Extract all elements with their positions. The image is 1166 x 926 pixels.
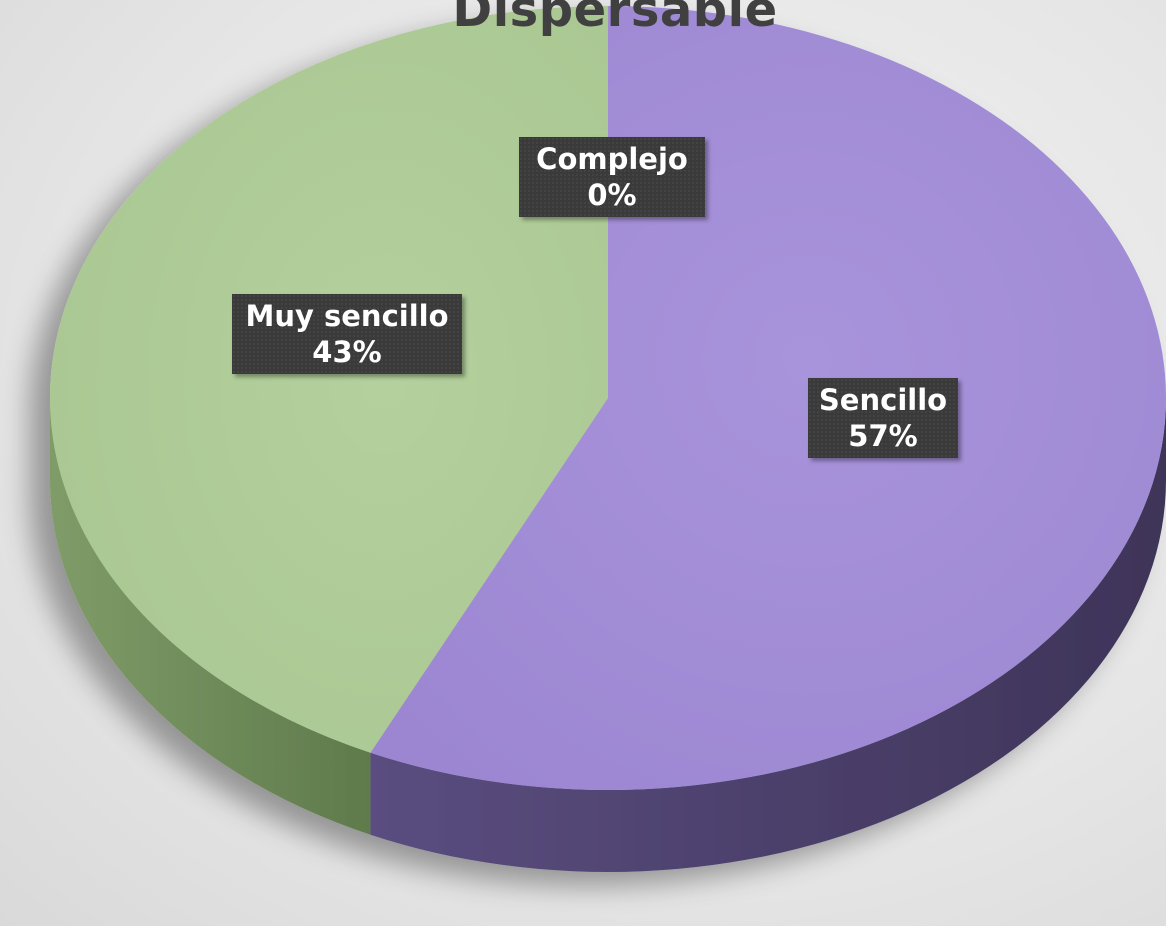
chart-title: Dispersable (452, 0, 778, 38)
data-label-complejo-category: Complejo (536, 142, 688, 176)
data-label-complejo: Complejo 0% (519, 137, 705, 217)
data-label-complejo-value: 0% (587, 178, 637, 212)
pie-side-sencillo (370, 398, 1166, 872)
pie-slice-sencillo (370, 6, 1166, 790)
data-label-sencillo: Sencillo 57% (808, 378, 958, 458)
pie-side-muy-sencillo (50, 398, 371, 835)
data-label-sencillo-category: Sencillo (818, 383, 948, 417)
pie-slice-muy-sencillo (49, 6, 608, 753)
data-label-muy-sencillo-category: Muy sencillo (245, 299, 449, 333)
data-label-muy-sencillo-value: 43% (312, 335, 382, 369)
data-label-muy-sencillo: Muy sencillo 43% (232, 294, 462, 374)
data-label-sencillo-value: 57% (848, 419, 918, 453)
